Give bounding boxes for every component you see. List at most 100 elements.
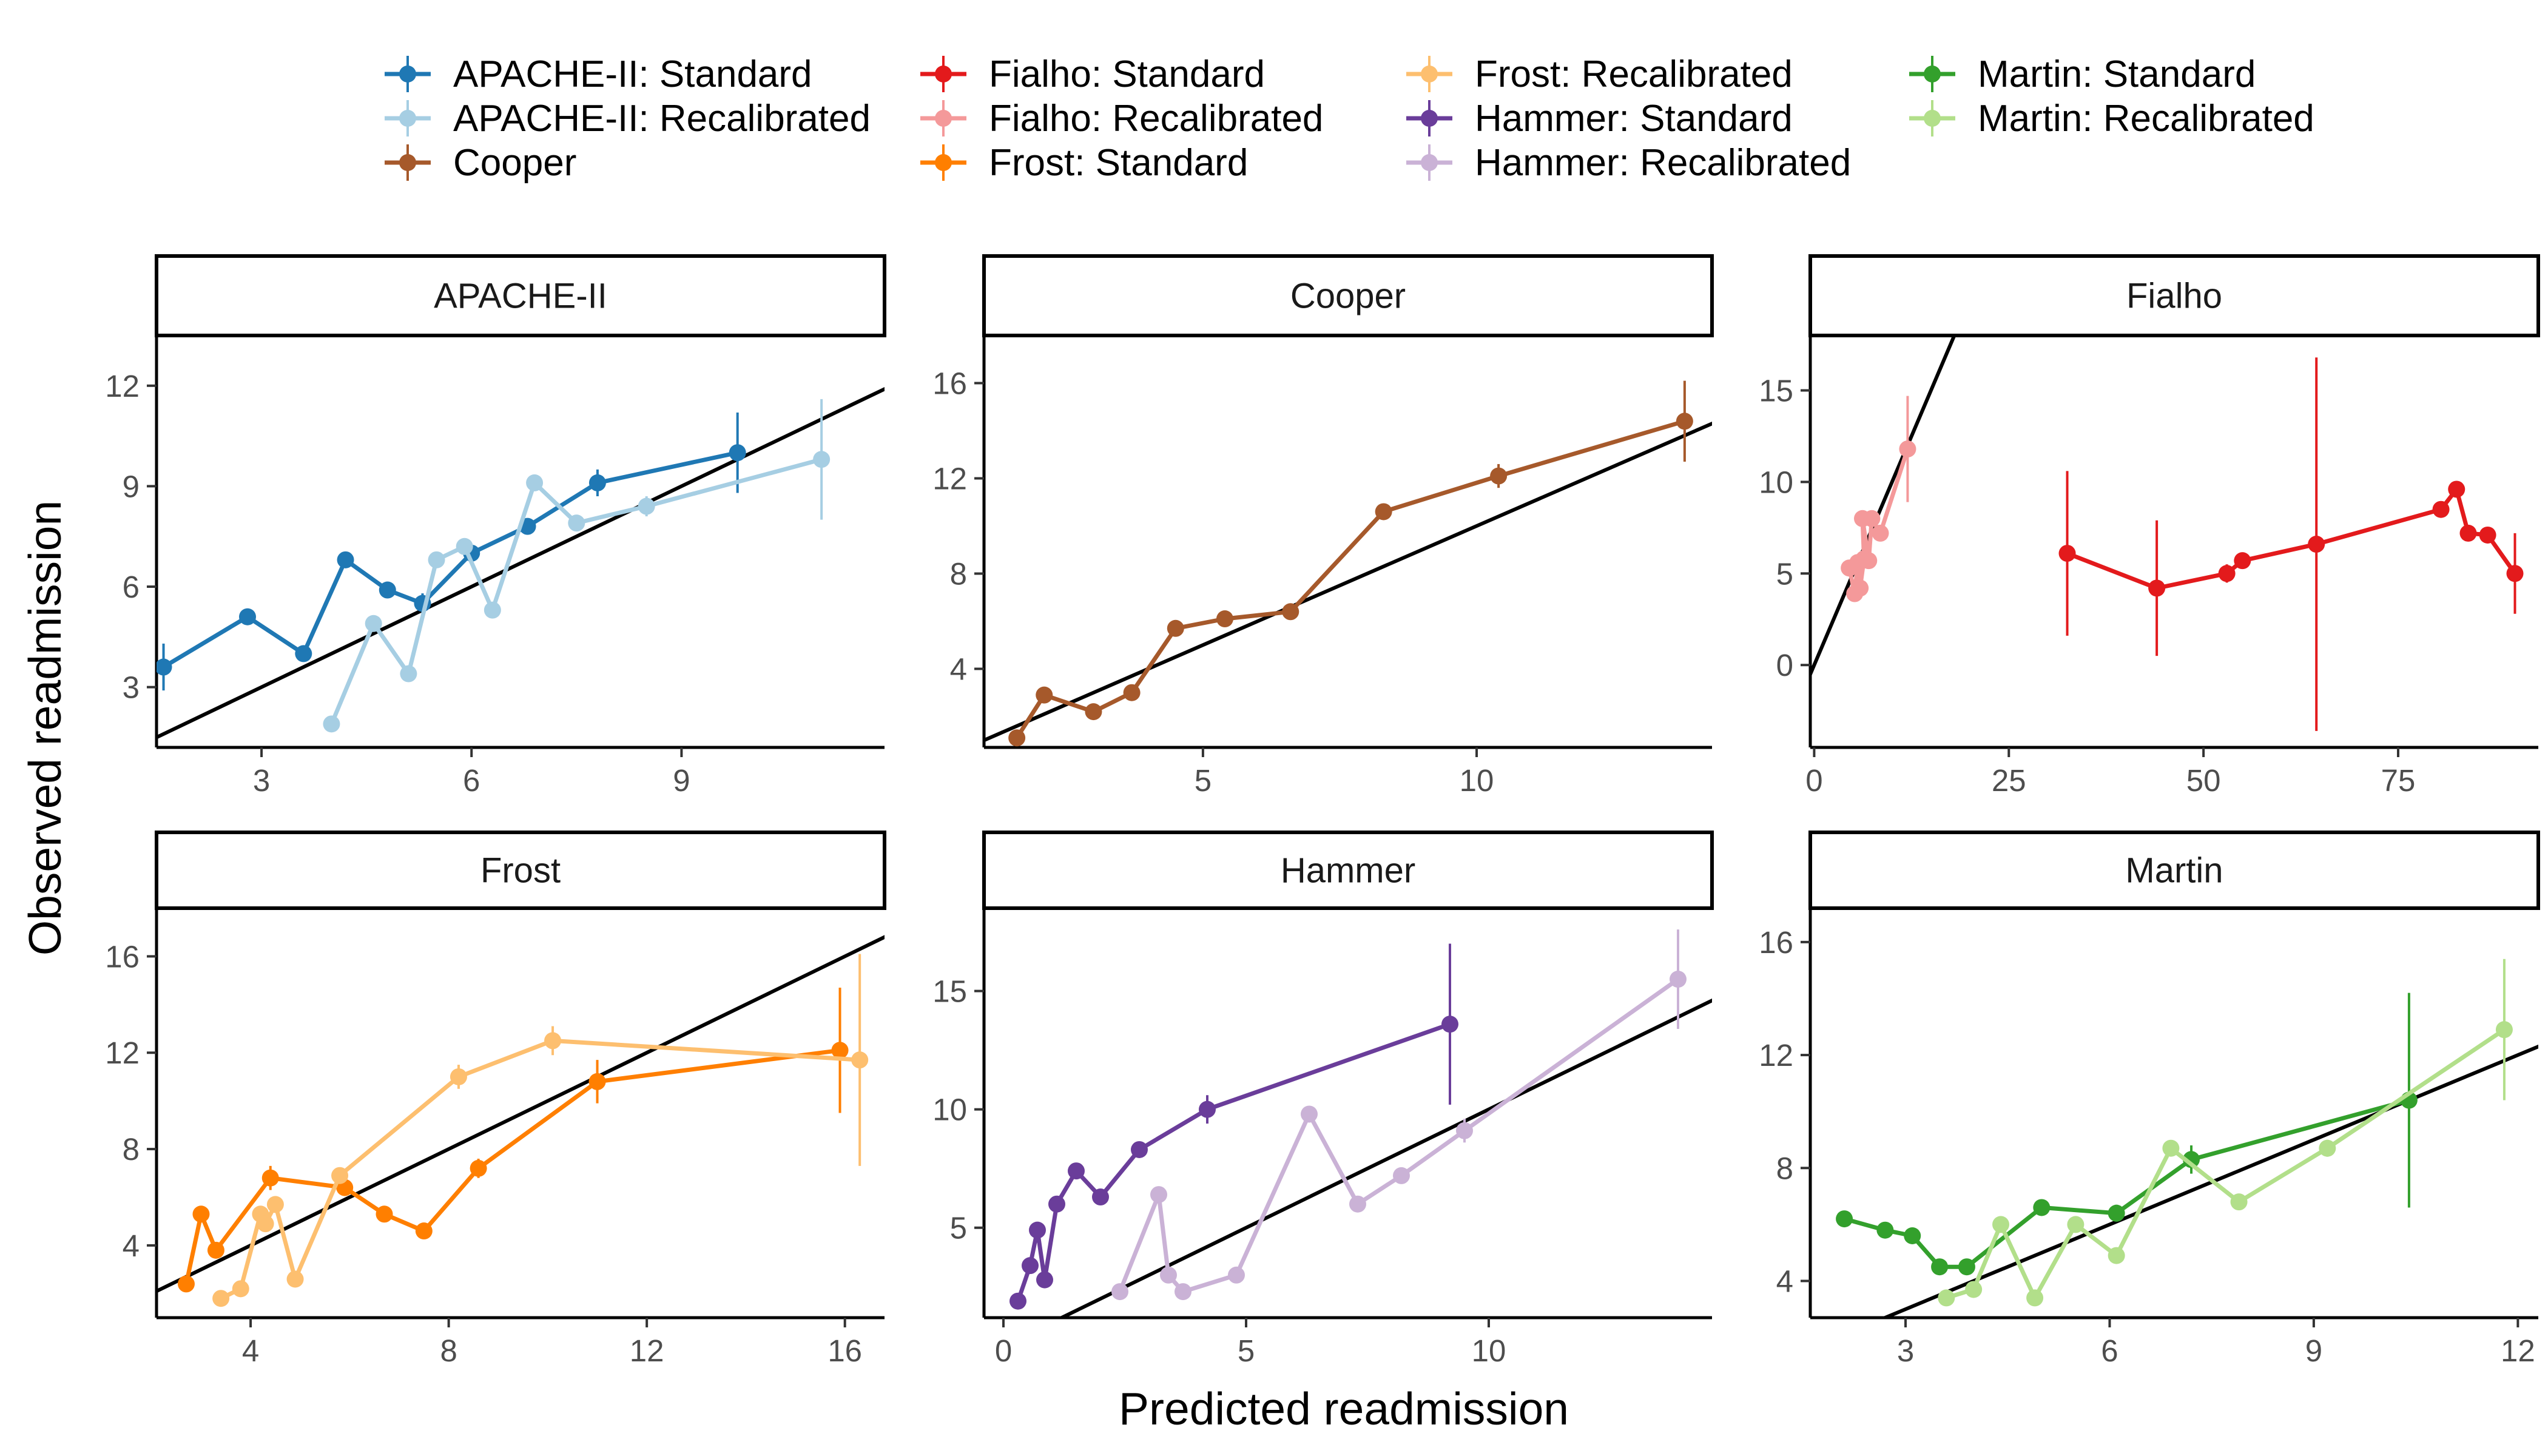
data-point (2067, 1216, 2085, 1233)
x-tick-label: 6 (2101, 1333, 2118, 1368)
data-point (1852, 579, 1869, 597)
y-tick-label: 16 (105, 939, 140, 974)
identity-line (157, 935, 885, 1293)
y-tick-label: 9 (123, 469, 140, 504)
panel-martin: Martin 3 6 9 12 4 8 12 16 (1759, 831, 2540, 1368)
data-point (2108, 1247, 2125, 1264)
y-tick-label: 12 (105, 1036, 140, 1070)
data-point (2432, 500, 2450, 518)
legend-label: Cooper (453, 142, 576, 184)
data-point (2058, 545, 2076, 562)
y-tick-label: 6 (123, 570, 140, 604)
data-point (1349, 1195, 1366, 1213)
panel-plot-area (157, 935, 885, 1307)
panel-fialho: Fialho 0 25 50 75 0 5 10 15 (1759, 254, 2540, 798)
x-tick-label: 3 (1897, 1333, 1914, 1368)
data-point (1150, 1186, 1167, 1204)
data-point (568, 514, 585, 532)
y-tick-label: 8 (123, 1132, 140, 1167)
data-point (1393, 1167, 1410, 1184)
identity-line (1810, 335, 1956, 679)
data-point (1863, 510, 1881, 527)
panel-title: APACHE-II (434, 277, 607, 316)
y-tick-label: 12 (105, 369, 140, 403)
x-axis-title: Predicted readmission (1119, 1383, 1569, 1434)
panel-plot-area (984, 380, 1712, 747)
x-tick-label: 25 (1992, 763, 2026, 798)
data-point (1228, 1266, 1245, 1284)
x-tick-label: 16 (827, 1333, 862, 1368)
x-tick-label: 10 (1460, 763, 1494, 798)
y-tick-label: 16 (932, 366, 967, 400)
data-point (1938, 1289, 1955, 1307)
legend-item-apache-ii-recalibrated: APACHE-II: Recalibrated (385, 98, 871, 140)
data-point (831, 1042, 849, 1059)
data-point (2308, 536, 2325, 553)
y-tick-label: 15 (932, 974, 967, 1009)
legend-item-hammer-standard: Hammer: Standard (1406, 98, 1793, 140)
y-tick-label: 8 (1776, 1151, 1793, 1185)
series-line (1015, 419, 1685, 740)
legend-label: Frost: Standard (989, 142, 1248, 184)
data-point (470, 1159, 487, 1177)
panel-apache-ii: APACHE-II 3 6 9 3 6 9 12 (105, 254, 886, 798)
legend-item-fialho-standard: Fialho: Standard (920, 53, 1265, 95)
legend-label: Hammer: Recalibrated (1475, 142, 1851, 184)
data-point (2479, 526, 2496, 544)
panel-strip (1808, 254, 2540, 337)
data-point (2148, 579, 2166, 597)
panel-plot-area (157, 386, 885, 740)
x-tick-label: 8 (440, 1333, 457, 1368)
data-point (1899, 440, 1916, 458)
legend-key-point (399, 154, 416, 171)
data-point (379, 581, 396, 599)
data-point (2230, 1193, 2248, 1211)
series-frost-standard (177, 988, 849, 1293)
data-point (729, 444, 746, 462)
data-point (1375, 503, 1392, 521)
series-fialho-standard (2058, 357, 2524, 731)
y-axis-title: Observed readmission (19, 500, 70, 956)
panel-frost: Frost 4 8 12 16 4 8 12 16 (105, 831, 886, 1368)
data-point (2183, 1151, 2200, 1168)
x-tick-label: 6 (463, 763, 480, 798)
y-tick-label: 4 (950, 652, 967, 686)
legend-key-point (399, 110, 416, 127)
y-tick-label: 12 (1759, 1038, 1793, 1073)
data-point (261, 1169, 279, 1187)
series-line (1844, 1098, 2410, 1269)
y-tick-label: 4 (123, 1228, 140, 1263)
data-point (1441, 1016, 1458, 1033)
x-tick-label: 5 (1238, 1333, 1255, 1368)
panel-title: Cooper (1290, 277, 1406, 316)
data-point (1036, 686, 1053, 704)
data-point (1199, 1100, 1216, 1118)
data-point (1860, 552, 1878, 570)
data-point (2459, 524, 2477, 542)
x-tick-label: 4 (242, 1333, 259, 1368)
series-line (1117, 977, 1680, 1294)
data-point (544, 1032, 562, 1050)
legend-label: APACHE-II: Standard (453, 53, 812, 95)
panel-title: Hammer (1281, 851, 1415, 891)
panel-plot-area (1810, 335, 2524, 731)
data-point (365, 615, 382, 632)
data-point (2506, 565, 2524, 582)
legend-item-martin-recalibrated: Martin: Recalibrated (1909, 98, 2314, 140)
y-tick-label: 8 (950, 556, 967, 591)
data-point (1008, 729, 1026, 747)
panel-strip (155, 831, 886, 910)
data-point (266, 1196, 284, 1213)
y-tick-label: 3 (123, 670, 140, 705)
legend-key-point (1421, 66, 1438, 83)
legend-label: Martin: Standard (1978, 53, 2256, 95)
identity-line (984, 421, 1712, 743)
x-tick-label: 0 (1805, 763, 1822, 798)
data-point (232, 1280, 249, 1298)
x-tick-label: 5 (1195, 763, 1212, 798)
panel-hammer: Hammer 0 5 10 5 10 15 (932, 831, 1714, 1368)
series-line (220, 1038, 860, 1301)
